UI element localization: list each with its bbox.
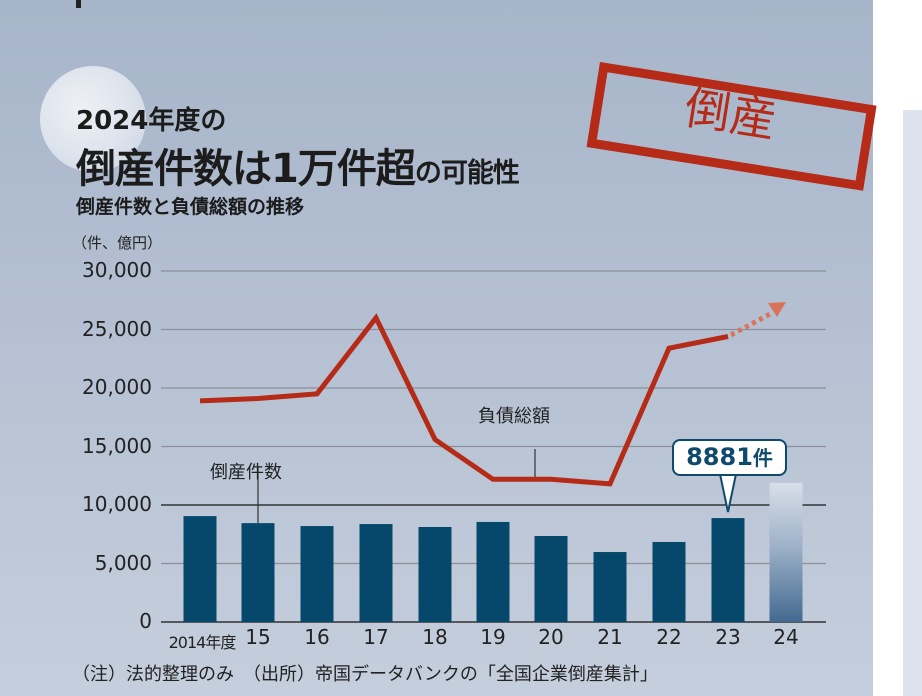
bar xyxy=(652,541,686,622)
bar-series xyxy=(183,482,803,622)
x-tick: 20 xyxy=(538,625,564,649)
value-badge-2023: 8881件 xyxy=(672,439,787,476)
x-tick: 21 xyxy=(597,625,623,649)
x-tick: 2014年度 xyxy=(168,633,237,652)
bar xyxy=(534,536,568,622)
y-tick: 25,000 xyxy=(82,317,152,341)
forecast-arrow-dots xyxy=(729,310,774,338)
y-axis-unit: （件、億円） xyxy=(72,234,163,252)
y-tick: 10,000 xyxy=(82,492,152,516)
x-tick: 18 xyxy=(422,625,448,649)
bar-forecast xyxy=(769,482,803,622)
badge-pointer xyxy=(718,473,738,513)
y-tick: 15,000 xyxy=(82,434,152,458)
line-series-label: 負債総額 xyxy=(478,406,550,427)
bar xyxy=(593,552,627,622)
adjacent-paper-edge xyxy=(903,110,922,696)
x-tick: 23 xyxy=(715,625,741,649)
x-tick: 24 xyxy=(773,625,799,649)
top-marker xyxy=(76,0,81,8)
line-series xyxy=(199,313,729,487)
source-note: （注）法的整理のみ （出所）帝国データバンクの「全国企業倒産集計」 xyxy=(72,664,658,685)
x-tick: 17 xyxy=(363,625,389,649)
bar xyxy=(183,516,217,622)
bar-series-label: 倒産件数 xyxy=(210,462,282,483)
title-line2: 倒産件数は1万件超の可能性 xyxy=(76,136,520,194)
bar xyxy=(711,518,745,622)
x-tick: 16 xyxy=(304,625,330,649)
decorative-circle xyxy=(40,66,146,172)
y-tick: 0 xyxy=(139,609,152,633)
bar xyxy=(359,524,393,622)
title-line1: 2024年度の xyxy=(76,106,227,136)
title-tail: の可能性 xyxy=(414,158,520,189)
x-tick: 19 xyxy=(480,625,506,649)
forecast-arrow-head xyxy=(768,302,786,317)
y-tick: 30,000 xyxy=(82,258,152,282)
x-tick: 15 xyxy=(245,625,271,649)
y-tick: 5,000 xyxy=(94,551,152,575)
badge-value: 8881 xyxy=(686,443,753,471)
y-tick: 20,000 xyxy=(82,375,152,399)
badge-unit: 件 xyxy=(752,446,773,470)
title-main: 倒産件数は1万件超 xyxy=(76,146,416,192)
bar xyxy=(476,521,510,622)
x-tick: 22 xyxy=(656,625,682,649)
bar xyxy=(241,523,275,622)
bar xyxy=(418,526,452,622)
chart-subtitle: 倒産件数と負債総額の推移 xyxy=(76,196,305,218)
bar xyxy=(300,526,334,622)
